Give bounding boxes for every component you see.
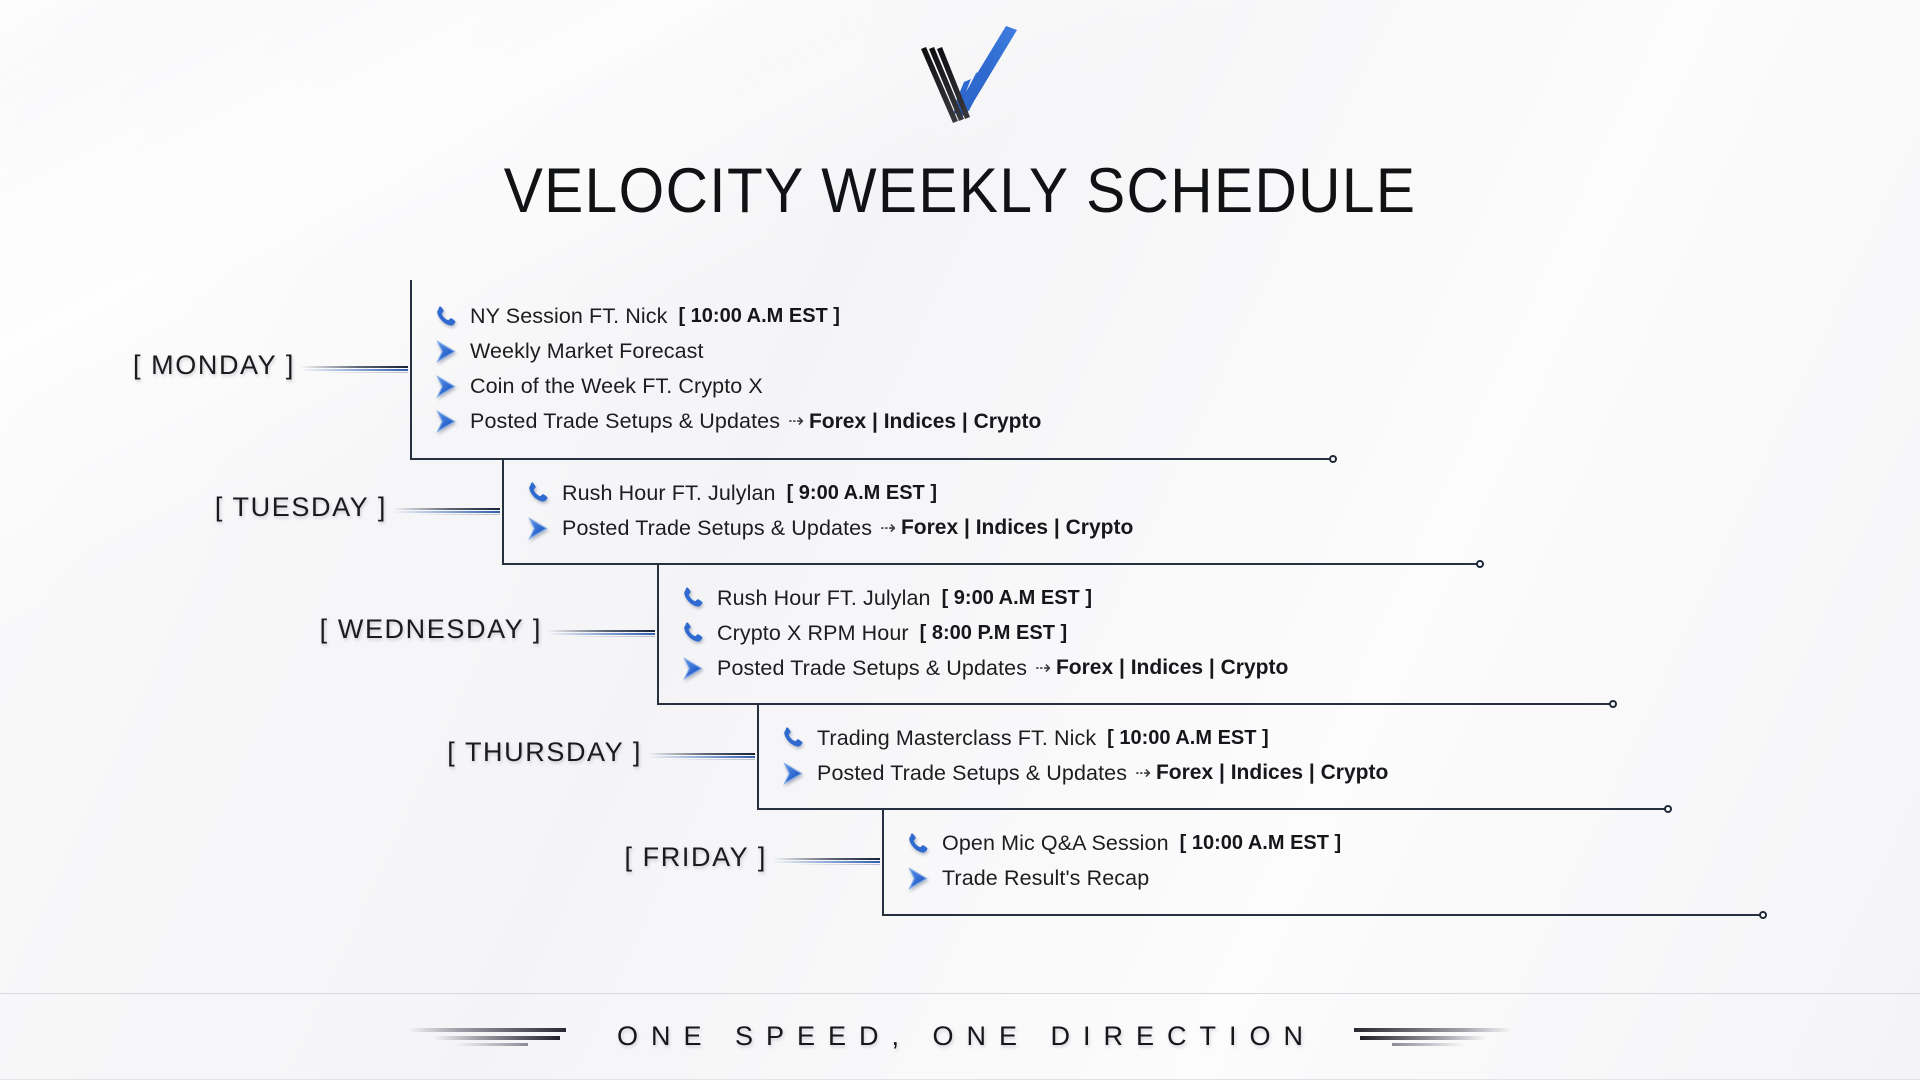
day-rail xyxy=(882,911,1767,919)
day-label-0[interactable]: [ MONDAY ] xyxy=(132,350,295,380)
velocity-checkmark-logo xyxy=(921,26,1017,123)
schedule-item[interactable]: Posted Trade Setups & Updates ⇢ Forex | In… xyxy=(430,404,1041,439)
footer: ONE SPEED, ONE DIRECTION xyxy=(0,993,1920,1080)
schedule-item[interactable]: Rush Hour FT. Julylan [ 9:00 A.M EST ] xyxy=(522,476,1133,511)
day-items: Rush Hour FT. Julylan [ 9:00 A.M EST ] Pos… xyxy=(522,476,1133,546)
schedule-item[interactable]: Trading Masterclass FT. Nick [ 10:00 A.M … xyxy=(777,721,1388,756)
item-title: Posted Trade Setups & Updates xyxy=(562,515,873,540)
footer-tagline: ONE SPEED, ONE DIRECTION xyxy=(616,1021,1317,1051)
day-rail xyxy=(502,560,1484,568)
phone-icon xyxy=(777,723,807,753)
item-title: Rush Hour FT. Julylan xyxy=(562,480,776,505)
schedule-item[interactable]: Rush Hour FT. Julylan [ 9:00 A.M EST ] xyxy=(677,581,1288,616)
speed-lines-icon-left xyxy=(396,1020,566,1054)
rail-endpoint-dot xyxy=(1609,700,1617,708)
rail-endpoint-dot xyxy=(1476,560,1484,568)
item-title: Rush Hour FT. Julylan xyxy=(717,585,931,610)
phone-icon xyxy=(522,478,552,508)
day-label-1[interactable]: [ TUESDAY ] xyxy=(214,491,387,522)
dashed-arrow-icon: ⇢ xyxy=(1035,657,1051,679)
day-connector xyxy=(392,506,500,516)
schedule-item[interactable]: Posted Trade Setups & Updates ⇢ Forex | In… xyxy=(777,756,1388,791)
day-label-2[interactable]: [ WEDNESDAY ] xyxy=(319,614,542,644)
item-tags: Forex | Indices | Crypto xyxy=(808,409,1042,433)
day-rail xyxy=(410,455,1337,463)
day-items: Rush Hour FT. Julylan [ 9:00 A.M EST ] Cry… xyxy=(677,581,1288,686)
item-title: Open Mic Q&A Session xyxy=(942,831,1169,855)
day-items: Open Mic Q&A Session [ 10:00 A.M EST ] Tra… xyxy=(902,826,1341,896)
arrow-icon xyxy=(430,372,460,402)
item-title: Trading Masterclass FT. Nick xyxy=(817,725,1097,750)
arrow-icon xyxy=(677,653,707,683)
day-items: NY Session FT. Nick [ 10:00 A.M EST ] Week… xyxy=(430,299,1041,439)
rail-endpoint-dot xyxy=(1664,805,1672,813)
item-title: Posted Trade Setups & Updates xyxy=(817,760,1128,785)
arrow-icon xyxy=(777,758,807,788)
item-title: Posted Trade Setups & Updates xyxy=(717,655,1028,680)
arrow-icon xyxy=(430,337,460,367)
day-label-4[interactable]: [ FRIDAY ] xyxy=(624,842,767,872)
item-time: [ 10:00 A.M EST ] xyxy=(1179,832,1342,854)
day-block xyxy=(882,808,886,914)
item-tags: Forex | Indices | Crypto xyxy=(1155,761,1389,784)
day-block xyxy=(410,280,414,458)
schedule-item[interactable]: Open Mic Q&A Session [ 10:00 A.M EST ] xyxy=(902,826,1341,861)
day-block xyxy=(757,703,761,808)
item-time: [ 8:00 P.M EST ] xyxy=(919,621,1068,644)
day-rail xyxy=(757,805,1672,813)
schedule-item[interactable]: Weekly Market Forecast xyxy=(430,334,1041,369)
page-title: VELOCITY WEEKLY SCHEDULE xyxy=(503,156,1417,226)
item-title: Crypto X RPM Hour xyxy=(717,620,909,645)
item-title: NY Session FT. Nick xyxy=(470,304,668,328)
rail-endpoint-dot xyxy=(1759,911,1767,919)
day-connector xyxy=(772,856,880,866)
item-time: [ 10:00 A.M EST ] xyxy=(1107,726,1269,749)
item-title: Coin of the Week FT. Crypto X xyxy=(470,374,763,398)
schedule-item[interactable]: Posted Trade Setups & Updates ⇢ Forex | In… xyxy=(522,511,1133,546)
item-time: [ 10:00 A.M EST ] xyxy=(678,305,840,327)
arrow-icon xyxy=(902,864,932,894)
item-time: [ 9:00 A.M EST ] xyxy=(786,481,937,504)
item-tags: Forex | Indices | Crypto xyxy=(1055,656,1289,679)
day-rail xyxy=(657,700,1617,708)
schedule-item[interactable]: Trade Result's Recap xyxy=(902,861,1341,896)
footer-divider-top xyxy=(0,993,1920,994)
item-title: Weekly Market Forecast xyxy=(470,339,704,363)
day-block xyxy=(502,458,506,563)
schedule-item[interactable]: Crypto X RPM Hour [ 8:00 P.M EST ] xyxy=(677,616,1288,651)
phone-icon xyxy=(677,583,707,613)
day-connector xyxy=(547,628,655,638)
schedule-item[interactable]: Posted Trade Setups & Updates ⇢ Forex | In… xyxy=(677,651,1288,686)
item-time: [ 9:00 A.M EST ] xyxy=(941,586,1092,609)
schedule-item[interactable]: NY Session FT. Nick [ 10:00 A.M EST ] xyxy=(430,299,1041,334)
day-connector xyxy=(300,364,408,374)
item-title: Posted Trade Setups & Updates xyxy=(470,409,781,433)
arrow-icon xyxy=(522,513,552,543)
item-title: Trade Result's Recap xyxy=(942,866,1150,890)
dashed-arrow-icon: ⇢ xyxy=(880,517,896,539)
item-tags: Forex | Indices | Crypto xyxy=(900,516,1134,539)
speed-lines-icon-right xyxy=(1354,1020,1524,1054)
phone-icon xyxy=(430,302,460,332)
dashed-arrow-icon: ⇢ xyxy=(788,411,804,432)
day-connector xyxy=(647,751,755,761)
brand-logo xyxy=(0,16,1920,126)
arrow-icon xyxy=(430,407,460,437)
dashed-arrow-icon: ⇢ xyxy=(1135,762,1151,784)
day-block xyxy=(657,563,661,703)
phone-icon xyxy=(902,829,932,859)
day-items: Trading Masterclass FT. Nick [ 10:00 A.M … xyxy=(777,721,1388,791)
schedule-item[interactable]: Coin of the Week FT. Crypto X xyxy=(430,369,1041,404)
rail-endpoint-dot xyxy=(1329,455,1337,463)
day-label-3[interactable]: [ THURSDAY ] xyxy=(447,736,642,767)
phone-icon xyxy=(677,618,707,648)
